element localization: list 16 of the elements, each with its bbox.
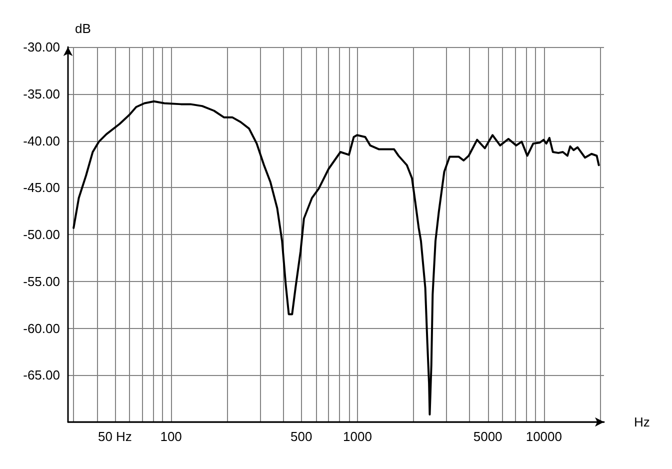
y-tick-label: -35.00 <box>23 86 60 102</box>
x-tick-label: 5000 <box>473 429 502 444</box>
y-tick-label: -30.00 <box>23 40 60 54</box>
x-tick-label: 1000 <box>343 429 372 444</box>
y-tick-label: -65.00 <box>23 368 60 383</box>
x-tick-label: 50 Hz <box>98 429 132 444</box>
x-tick-label: 500 <box>290 429 312 444</box>
y-tick-label: -55.00 <box>23 274 60 289</box>
y-tick-label: -60.00 <box>23 320 60 336</box>
y-tick-label: -50.00 <box>23 227 60 242</box>
x-tick-label: 10000 <box>526 429 562 444</box>
y-tick-label: -40.00 <box>23 133 60 148</box>
x-axis-title: Hz <box>634 414 650 430</box>
y-tick-label: -45.00 <box>23 180 60 196</box>
x-tick-label: 100 <box>160 429 182 444</box>
y-axis-title: dB <box>75 21 91 36</box>
